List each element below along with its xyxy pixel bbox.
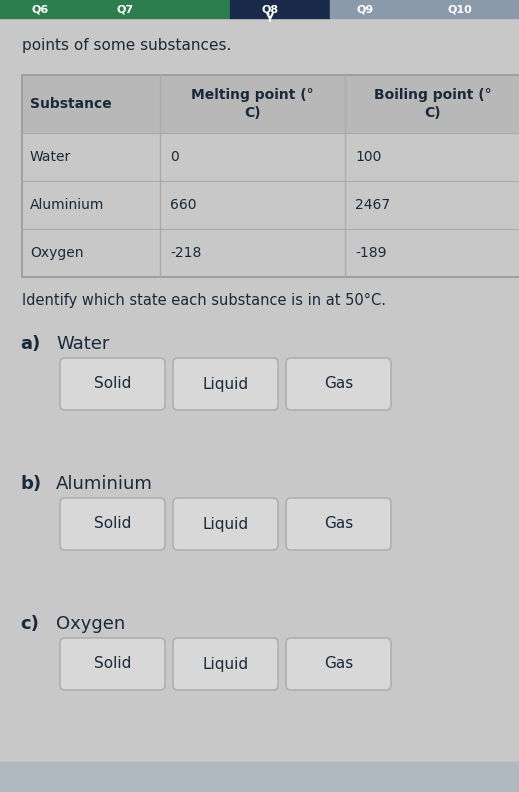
Text: Identify which state each substance is in at 50°C.: Identify which state each substance is i… xyxy=(22,293,386,308)
Text: Solid: Solid xyxy=(94,516,131,531)
Text: Gas: Gas xyxy=(324,376,353,391)
FancyBboxPatch shape xyxy=(286,498,391,550)
Text: Q10: Q10 xyxy=(447,4,472,14)
Text: 0: 0 xyxy=(170,150,179,164)
Text: c): c) xyxy=(20,615,39,633)
Text: Aluminium: Aluminium xyxy=(56,475,153,493)
Bar xyxy=(0,762,519,792)
Bar xyxy=(22,75,519,133)
Text: Melting point (°
C): Melting point (° C) xyxy=(191,89,314,120)
Bar xyxy=(230,0,330,18)
Bar xyxy=(22,229,519,277)
Text: -189: -189 xyxy=(355,246,387,260)
FancyBboxPatch shape xyxy=(60,358,165,410)
Text: Water: Water xyxy=(30,150,71,164)
Bar xyxy=(22,75,519,277)
Text: Boiling point (°
C): Boiling point (° C) xyxy=(374,89,491,120)
Text: Gas: Gas xyxy=(324,516,353,531)
Text: Oxygen: Oxygen xyxy=(30,246,84,260)
Text: Solid: Solid xyxy=(94,376,131,391)
Text: points of some substances.: points of some substances. xyxy=(22,38,231,53)
Text: Substance: Substance xyxy=(30,97,112,111)
Text: -218: -218 xyxy=(170,246,201,260)
FancyBboxPatch shape xyxy=(173,358,278,410)
Text: Gas: Gas xyxy=(324,657,353,672)
Text: Solid: Solid xyxy=(94,657,131,672)
Text: a): a) xyxy=(20,335,40,353)
Text: Q8: Q8 xyxy=(262,4,279,14)
FancyBboxPatch shape xyxy=(173,498,278,550)
Text: Water: Water xyxy=(56,335,110,353)
Text: 100: 100 xyxy=(355,150,381,164)
Text: 660: 660 xyxy=(170,198,197,212)
Text: Oxygen: Oxygen xyxy=(56,615,125,633)
Text: Aluminium: Aluminium xyxy=(30,198,104,212)
FancyBboxPatch shape xyxy=(286,638,391,690)
FancyBboxPatch shape xyxy=(286,358,391,410)
Bar xyxy=(22,181,519,229)
FancyBboxPatch shape xyxy=(60,638,165,690)
Text: Q7: Q7 xyxy=(116,4,133,14)
Bar xyxy=(0,0,230,18)
Bar xyxy=(330,0,519,18)
Bar xyxy=(22,133,519,181)
Text: b): b) xyxy=(20,475,41,493)
Text: Q6: Q6 xyxy=(31,4,49,14)
FancyBboxPatch shape xyxy=(60,498,165,550)
FancyBboxPatch shape xyxy=(173,638,278,690)
Text: Liquid: Liquid xyxy=(202,657,249,672)
Text: Q9: Q9 xyxy=(357,4,374,14)
Text: 2467: 2467 xyxy=(355,198,390,212)
Text: Liquid: Liquid xyxy=(202,516,249,531)
Text: Liquid: Liquid xyxy=(202,376,249,391)
